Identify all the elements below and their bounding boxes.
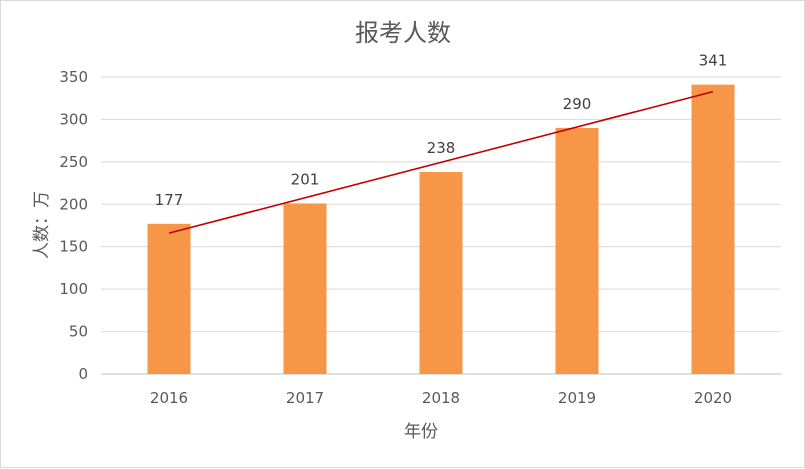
data-label-2018: 238 — [427, 139, 456, 157]
y-tick-label: 200 — [59, 195, 88, 213]
data-label-2017: 201 — [291, 170, 320, 188]
x-tick-label: 2016 — [150, 389, 188, 407]
y-tick-label: 350 — [59, 68, 88, 86]
y-tick-label: 100 — [59, 280, 88, 298]
trendline-group — [168, 90, 714, 234]
x-tick-label: 2019 — [558, 389, 596, 407]
y-axis-label: 人数：万 — [32, 191, 52, 259]
data-label-2016: 177 — [155, 191, 184, 209]
x-tick-label: 2020 — [694, 389, 732, 407]
y-tick-label: 50 — [69, 323, 88, 341]
bars — [147, 84, 735, 375]
x-tick-label: 2018 — [422, 389, 460, 407]
x-axis-ticks: 2016 2017 2018 2019 2020 — [150, 389, 732, 407]
y-axis-ticks: 0 50 100 150 200 250 300 350 — [59, 68, 88, 383]
bar-2017 — [283, 203, 327, 374]
y-tick-label: 300 — [59, 110, 88, 128]
x-tick-label: 2017 — [286, 389, 324, 407]
y-tick-label: 150 — [59, 238, 88, 256]
y-tick-label: 250 — [59, 153, 88, 171]
bar-2018 — [419, 172, 463, 374]
data-labels: 177 201 238 290 341 — [155, 52, 728, 209]
data-label-2019: 290 — [563, 95, 592, 113]
bar-2016 — [147, 223, 191, 374]
trendline — [168, 90, 714, 234]
y-tick-label: 0 — [78, 365, 88, 383]
data-label-2020: 341 — [699, 52, 728, 70]
x-axis-label: 年份 — [404, 422, 438, 442]
bar-2020 — [691, 84, 735, 374]
bar-2019 — [555, 127, 599, 375]
chart-title: 报考人数 — [355, 19, 451, 47]
